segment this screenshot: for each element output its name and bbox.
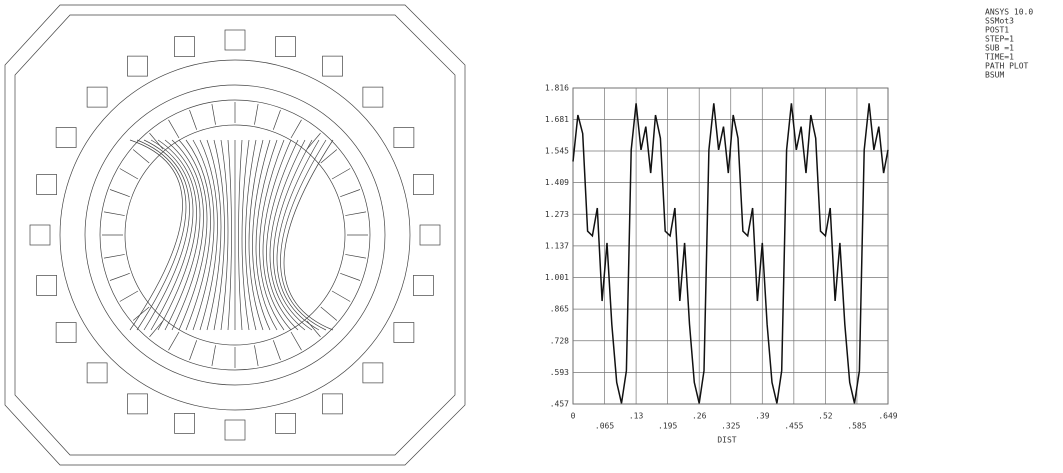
info-line: PATH PLOT [985,62,1029,71]
rotor-slot [104,212,125,216]
x-tick-label: .455 [784,422,803,431]
y-tick-label: 1.409 [545,178,569,187]
stator-slot [87,363,107,383]
x-tick-label: .13 [629,412,644,421]
stator-slot [225,420,245,440]
info-line: POST1 [985,26,1009,35]
flux-line [130,140,183,330]
y-tick-label: .593 [550,368,569,377]
rotor-slot [120,291,138,302]
info-line: TIME=1 [985,53,1014,62]
stator-slot [175,37,195,57]
motor-flux-plot [5,5,465,465]
info-line: SSMot3 [985,17,1014,26]
flux-line [246,140,257,330]
y-tick-label: 1.001 [545,273,569,282]
stator-slot [37,275,57,295]
stator-slot [394,128,414,148]
stator-slot [128,56,148,76]
rotor-slot [190,340,197,360]
info-line: ANSYS 10.0 [985,8,1033,17]
rotor-slot [345,212,366,216]
y-tick-label: 1.273 [545,210,569,219]
stator-slot [413,275,433,295]
rotor-slot [273,110,280,130]
info-line: STEP=1 [985,35,1014,44]
flux-line [214,140,225,330]
stator-slot [323,56,343,76]
rotor-slot [291,332,302,350]
rotor-slot [340,190,360,197]
flux-line [228,140,232,330]
stator-slot [128,394,148,414]
y-tick-label: 1.681 [545,115,569,124]
rotor-slot [345,254,366,258]
x-axis-label: DIST [717,436,736,445]
stator-slot [394,323,414,343]
rotor-slot [133,150,149,163]
stator-slot [175,413,195,433]
x-tick-label: .52 [818,412,833,421]
info-line: BSUM [985,71,1004,80]
x-tick-label: .585 [847,422,866,431]
stator-slot [363,87,383,107]
rotor-slot [212,104,216,125]
stator-slot [225,30,245,50]
rotor-slot [340,273,360,280]
rotor-slot [110,273,130,280]
stator-slot [37,175,57,195]
stator-slot [275,413,295,433]
y-tick-label: 1.816 [545,84,569,93]
rotor-slot [104,254,125,258]
x-tick-label: .065 [595,422,614,431]
rotor-slot [291,120,302,138]
stator-slot [413,175,433,195]
stator-slot [363,363,383,383]
rotor-slot [190,110,197,130]
rotor-slot [321,307,337,320]
stator-slot [56,128,76,148]
y-tick-label: 1.545 [545,147,569,156]
rotor-slot [110,190,130,197]
x-tick-label: .26 [692,412,707,421]
y-tick-label: .865 [550,305,569,314]
rotor-slot [169,332,180,350]
rotor-slot [212,345,216,366]
flux-line [239,140,243,330]
rotor-slot [332,169,350,180]
stator-slot [87,87,107,107]
y-tick-label: 1.137 [545,241,569,250]
rotor-slot [332,291,350,302]
stator-slot [275,37,295,57]
rotor-slot [120,169,138,180]
y-tick-label: .457 [550,400,569,409]
screen: DIST .457 .593 .728 .865 1.001 1.137 1.273 1.40… [0,0,1063,473]
stator-slot [30,225,50,245]
stator-slot [420,225,440,245]
x-tick-label: .195 [658,422,677,431]
x-tick-label: .39 [755,412,770,421]
rotor-slot [169,120,180,138]
y-tick-label: .728 [550,336,569,345]
rotor-slot [273,340,280,360]
stator-slot [323,394,343,414]
rotor-slot [254,345,258,366]
x-tick-label: .325 [721,422,740,431]
x-tick-label: 0 [571,412,576,421]
x-tick-label: .649 [878,412,897,421]
stator-slot [56,323,76,343]
info-line: SUB =1 [985,44,1014,53]
rotor-slot [254,104,258,125]
